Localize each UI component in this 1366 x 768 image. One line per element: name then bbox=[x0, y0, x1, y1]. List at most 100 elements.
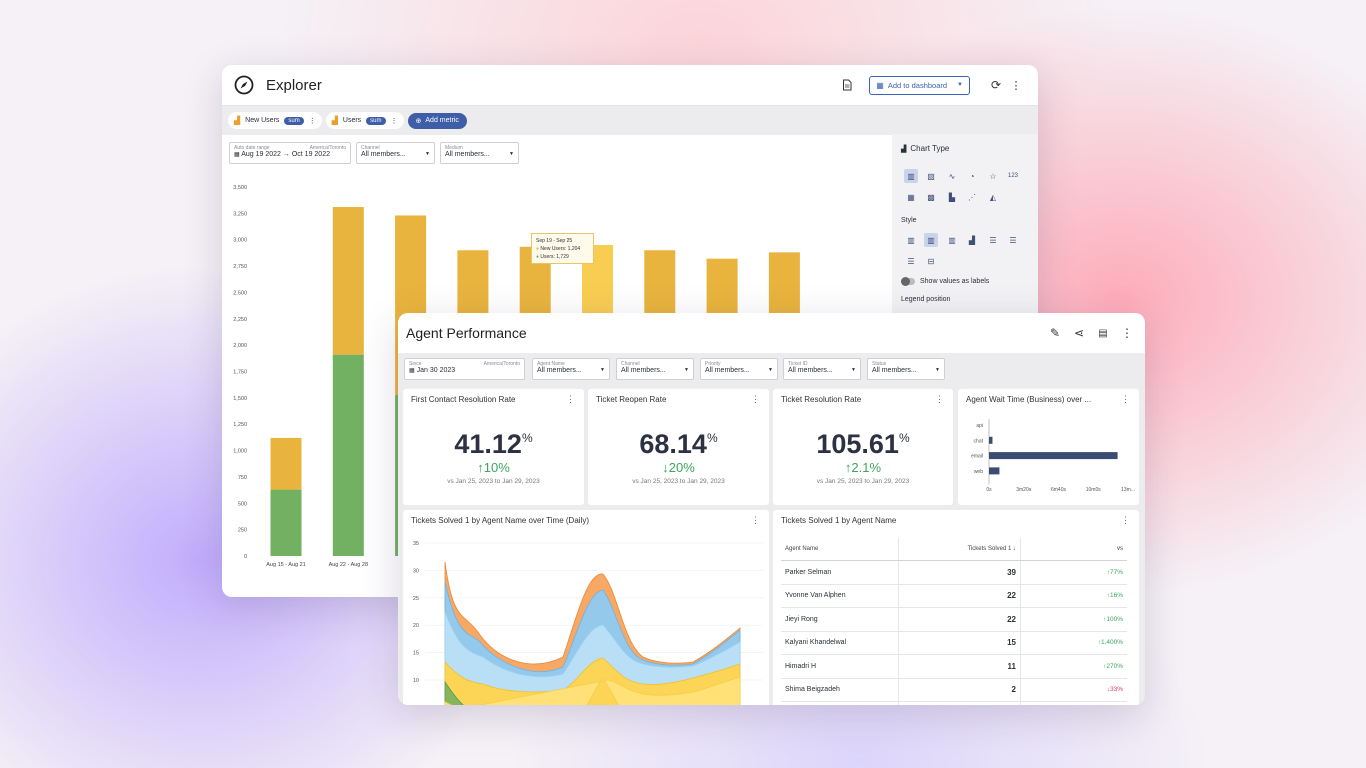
agent-header: Agent Performance ✎ ⋖ ▤ ⋮ bbox=[398, 313, 1145, 353]
more-vert-icon[interactable]: ⋮ bbox=[1121, 394, 1130, 404]
arrow-up-icon: ↑ bbox=[477, 460, 484, 475]
dashboard-icon: ▦ bbox=[876, 80, 884, 90]
caret-down-icon: ▼ bbox=[768, 367, 773, 373]
more-vert-icon[interactable]: ⋮ bbox=[1121, 326, 1133, 340]
channel-filter[interactable]: Channel All members... ▼ bbox=[616, 358, 694, 380]
tickets-cell: 11 bbox=[898, 654, 1021, 679]
vs-cell: ↑16% bbox=[1020, 584, 1127, 608]
kpi-comparison: vs Jan 25, 2023 to Jan 29, 2023 bbox=[816, 478, 910, 485]
medium-filter[interactable]: Medium All members... ▼ bbox=[440, 142, 519, 164]
date-to: Oct 19 2022 bbox=[291, 151, 330, 158]
refresh-icon[interactable]: ⟳ bbox=[990, 78, 1002, 92]
ticket-id-filter[interactable]: Ticket ID All members... ▼ bbox=[783, 358, 861, 380]
agent-name-cell: Himadri H bbox=[781, 654, 899, 679]
print-icon[interactable]: ▤ bbox=[1098, 327, 1108, 339]
arrow-up-icon: ↑ bbox=[844, 460, 852, 475]
agent-name-filter[interactable]: Agent Name All members... ▼ bbox=[532, 358, 610, 380]
more-vert-icon[interactable]: ⋮ bbox=[751, 394, 760, 404]
metric-label: New Users bbox=[245, 117, 280, 124]
percent-bar-style-icon[interactable]: ▥ bbox=[948, 235, 956, 245]
pie-type-icon[interactable]: ◔ bbox=[969, 171, 975, 181]
priority-filter[interactable]: Priority All members... ▼ bbox=[700, 358, 778, 380]
grouped-bar-style-icon[interactable]: ▥ bbox=[907, 235, 915, 245]
vs-cell: ↑1,400% bbox=[1020, 631, 1127, 655]
filter-label: Medium bbox=[445, 145, 463, 151]
more-vert-icon[interactable]: ⋮ bbox=[935, 394, 944, 404]
caret-down-icon: ▼ bbox=[684, 367, 689, 373]
add-to-dashboard-button[interactable]: ▦ Add to dashboard ▼ bbox=[869, 75, 970, 95]
column-header-agent[interactable]: Agent Name bbox=[781, 538, 899, 561]
y-tick-label: 1,250 bbox=[233, 422, 247, 428]
more-vert-icon[interactable]: ⋮ bbox=[751, 515, 760, 525]
table-row[interactable]: Kalyani Khandelwal 15 ↑1,400% bbox=[781, 631, 1127, 655]
scatter-type-icon[interactable]: ⋰ bbox=[968, 192, 976, 202]
star-type-icon[interactable]: ☆ bbox=[989, 171, 997, 181]
chart-type-heading: Chart Type bbox=[910, 144, 950, 153]
metric-label: Users bbox=[342, 117, 362, 124]
more-vert-icon[interactable]: ⋮ bbox=[390, 117, 398, 125]
legend-dot: ● bbox=[536, 246, 540, 252]
more-vert-icon[interactable]: ⋮ bbox=[1121, 515, 1130, 525]
kpi-change: ↑10% bbox=[477, 460, 510, 475]
compass-icon bbox=[234, 75, 254, 95]
channel-filter[interactable]: Channel All members... ▼ bbox=[356, 142, 435, 164]
table-row[interactable]: Parker Selman 39 ↑77% bbox=[781, 560, 1127, 585]
gantt-style-icon[interactable]: ⊟ bbox=[927, 256, 935, 266]
horizontal-bar-style-icon[interactable]: ☰ bbox=[989, 235, 997, 245]
share-icon[interactable]: ⋖ bbox=[1073, 326, 1085, 340]
metric-chip-users[interactable]: ▟ Users sum ⋮ bbox=[325, 112, 404, 129]
aggregation-badge[interactable]: sum bbox=[366, 116, 386, 125]
table-row[interactable]: Himadri H 11 ↑270% bbox=[781, 654, 1127, 679]
table-row[interactable]: Shima Beigzadeh 2 ↓33% bbox=[781, 678, 1127, 702]
filter-label: Ticket ID bbox=[788, 361, 808, 367]
show-values-toggle[interactable] bbox=[901, 277, 915, 286]
y-tick-label: 3,250 bbox=[233, 211, 247, 217]
table-row[interactable]: Meggan King20% bbox=[781, 701, 1127, 705]
vs-cell: ↓33% bbox=[1020, 678, 1127, 702]
vs-cell: 0% bbox=[1020, 701, 1127, 705]
agent-name-cell: Meggan King bbox=[781, 701, 899, 705]
bar-chart-icon: ▟ bbox=[901, 145, 907, 153]
edit-icon[interactable]: ✎ bbox=[1049, 326, 1061, 340]
date-range-filter[interactable]: Auto date range America/Toronto ▦ Aug 19 … bbox=[229, 142, 351, 164]
table-type-icon[interactable]: ▦ bbox=[907, 192, 915, 202]
aggregation-badge[interactable]: sum bbox=[284, 116, 304, 125]
y-tick-label: 35 bbox=[413, 541, 419, 547]
stacked-bar-type-icon[interactable]: ▥ bbox=[904, 169, 918, 183]
more-vert-icon[interactable]: ⋮ bbox=[308, 117, 316, 125]
metric-chip-new-users[interactable]: ▟ New Users sum ⋮ bbox=[228, 112, 322, 129]
since-filter[interactable]: Since America/Toronto ▦ Jan 30 2023 bbox=[404, 358, 525, 380]
add-metric-button[interactable]: ⊕ Add metric bbox=[407, 112, 467, 129]
table-row[interactable]: Jieyi Rong 22 ↑100% bbox=[781, 607, 1127, 632]
area-series-5 bbox=[444, 676, 741, 705]
line-type-icon[interactable]: ∿ bbox=[948, 171, 956, 181]
vs-cell: ↑100% bbox=[1020, 607, 1127, 632]
calendar-icon: ▦ bbox=[234, 152, 240, 158]
horizontal-stacked-style-icon[interactable]: ☰ bbox=[1009, 235, 1017, 245]
filter-value: All members... bbox=[705, 367, 750, 374]
number-type-icon[interactable]: 123 bbox=[1007, 173, 1018, 179]
document-icon[interactable] bbox=[841, 79, 853, 91]
show-values-label: Show values as labels bbox=[920, 278, 990, 285]
tickets-cell: 15 bbox=[898, 631, 1021, 655]
date-from: Aug 19 2022 bbox=[241, 151, 281, 158]
sort-down-icon[interactable]: ↓ bbox=[1013, 546, 1016, 552]
stacked-bar-style-icon[interactable]: ▥ bbox=[924, 233, 938, 247]
column-style-icon[interactable]: ▟ bbox=[968, 235, 976, 245]
more-vert-icon[interactable]: ⋮ bbox=[1010, 79, 1022, 92]
treemap-type-icon[interactable]: ▩ bbox=[927, 192, 935, 202]
tickets-cell: 22 bbox=[898, 584, 1021, 608]
agent-name-cell: Yvonne Van Alphen bbox=[781, 584, 899, 608]
horizontal-percent-style-icon[interactable]: ☰ bbox=[907, 256, 915, 266]
more-vert-icon[interactable]: ⋮ bbox=[566, 394, 575, 404]
table-row[interactable]: Yvonne Van Alphen 22 ↑16% bbox=[781, 584, 1127, 608]
column-header-vs[interactable]: vs bbox=[1020, 538, 1127, 561]
bar-line-type-icon[interactable]: ◭ bbox=[989, 192, 997, 202]
waterfall-type-icon[interactable]: ▙ bbox=[948, 192, 956, 202]
column-header-tickets[interactable]: Tickets Solved 1 ↓ bbox=[898, 538, 1021, 561]
status-filter[interactable]: Status All members... ▼ bbox=[867, 358, 945, 380]
tickets-cell: 22 bbox=[898, 607, 1021, 632]
explorer-header: Explorer ▦ Add to dashboard ▼ ⟳ ⋮ bbox=[222, 65, 1038, 106]
combo-type-icon[interactable]: ▧ bbox=[927, 171, 935, 181]
filter-value: All members... bbox=[537, 367, 582, 374]
